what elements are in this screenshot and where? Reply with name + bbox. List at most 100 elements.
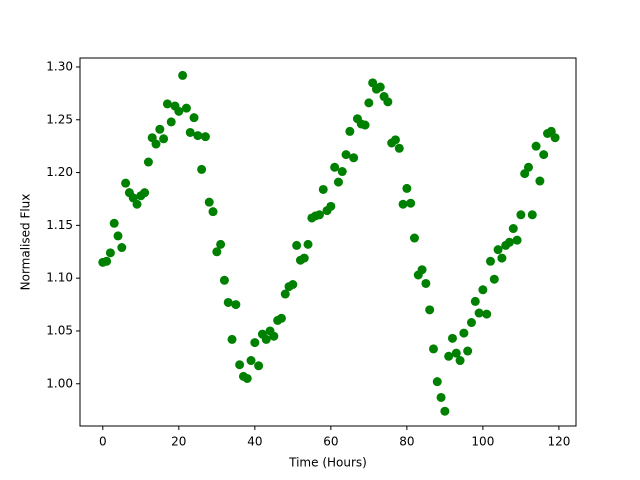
- data-point: [345, 126, 355, 136]
- data-point: [250, 338, 260, 348]
- data-point: [105, 248, 115, 258]
- data-point: [463, 346, 473, 356]
- data-point: [223, 297, 233, 307]
- data-point: [200, 132, 210, 142]
- y-axis-label: Normalised Flux: [19, 194, 33, 291]
- data-point: [102, 256, 112, 266]
- data-point: [512, 235, 522, 245]
- data-point: [337, 167, 347, 177]
- data-point: [421, 278, 431, 288]
- data-point: [375, 82, 385, 92]
- y-tick-label: 1.15: [46, 218, 73, 232]
- y-tick-label: 1.20: [46, 165, 73, 179]
- data-point: [466, 318, 476, 328]
- data-point: [417, 265, 427, 275]
- data-point: [288, 280, 298, 290]
- data-point: [276, 313, 286, 323]
- x-tick-label: 80: [399, 435, 414, 449]
- data-point: [181, 103, 191, 113]
- data-point: [159, 134, 169, 144]
- data-point: [364, 98, 374, 108]
- data-point: [314, 210, 324, 220]
- data-point: [132, 199, 142, 209]
- x-tick-label: 40: [247, 435, 262, 449]
- data-point: [178, 70, 188, 80]
- data-point: [459, 328, 469, 338]
- data-point: [474, 308, 484, 318]
- data-point: [425, 305, 435, 315]
- data-point: [455, 356, 465, 366]
- y-tick-label: 1.30: [46, 59, 73, 73]
- data-point: [516, 210, 526, 220]
- data-point: [383, 97, 393, 107]
- data-point: [109, 218, 119, 228]
- x-tick-label: 100: [471, 435, 494, 449]
- data-point: [269, 331, 279, 341]
- data-point: [155, 124, 165, 134]
- data-point: [231, 300, 241, 310]
- x-tick-label: 0: [99, 435, 107, 449]
- data-point: [261, 334, 271, 344]
- data-point: [527, 210, 537, 220]
- data-point: [428, 344, 438, 354]
- data-point: [193, 131, 203, 141]
- x-tick-label: 120: [547, 435, 570, 449]
- data-point: [485, 256, 495, 266]
- data-point: [121, 178, 131, 188]
- data-point: [208, 207, 218, 217]
- data-point: [531, 141, 541, 151]
- data-point: [451, 348, 461, 358]
- data-point: [444, 351, 454, 361]
- data-point: [436, 392, 446, 402]
- data-point: [151, 139, 161, 149]
- data-point: [242, 373, 252, 383]
- data-point: [227, 334, 237, 344]
- data-point: [162, 99, 172, 109]
- data-point: [489, 274, 499, 284]
- data-point: [539, 150, 549, 160]
- data-point: [432, 377, 442, 387]
- data-point: [470, 296, 480, 306]
- data-point: [478, 285, 488, 295]
- data-point: [440, 406, 450, 416]
- data-point: [497, 253, 507, 263]
- data-point: [185, 127, 195, 137]
- data-point: [402, 183, 412, 193]
- data-point: [394, 143, 404, 153]
- data-point: [504, 237, 514, 247]
- data-point: [303, 239, 313, 249]
- x-axis-label: Time (Hours): [288, 456, 367, 470]
- data-point: [333, 177, 343, 187]
- axes-frame: [79, 57, 577, 427]
- data-point: [189, 113, 199, 123]
- data-point: [140, 188, 150, 198]
- data-point: [166, 117, 176, 127]
- data-point: [204, 197, 214, 207]
- y-tick-label: 1.25: [46, 112, 73, 126]
- data-point: [174, 106, 184, 116]
- data-point: [482, 309, 492, 319]
- data-point: [349, 153, 359, 163]
- data-point: [143, 157, 153, 167]
- data-point: [447, 333, 457, 343]
- data-point: [493, 245, 503, 255]
- data-point: [254, 361, 264, 371]
- x-tick-label: 20: [171, 435, 186, 449]
- y-tick-label: 1.05: [46, 323, 73, 337]
- data-point: [535, 176, 545, 186]
- data-point: [292, 240, 302, 250]
- data-point: [341, 150, 351, 160]
- data-point: [508, 224, 518, 234]
- data-point: [550, 133, 560, 143]
- data-point: [246, 356, 256, 366]
- data-point: [235, 360, 245, 370]
- data-point: [197, 164, 207, 174]
- data-point: [219, 275, 229, 285]
- x-tick-label: 60: [323, 435, 338, 449]
- data-point: [360, 120, 370, 130]
- data-point: [113, 231, 123, 241]
- data-point: [409, 233, 419, 243]
- data-point: [216, 239, 226, 249]
